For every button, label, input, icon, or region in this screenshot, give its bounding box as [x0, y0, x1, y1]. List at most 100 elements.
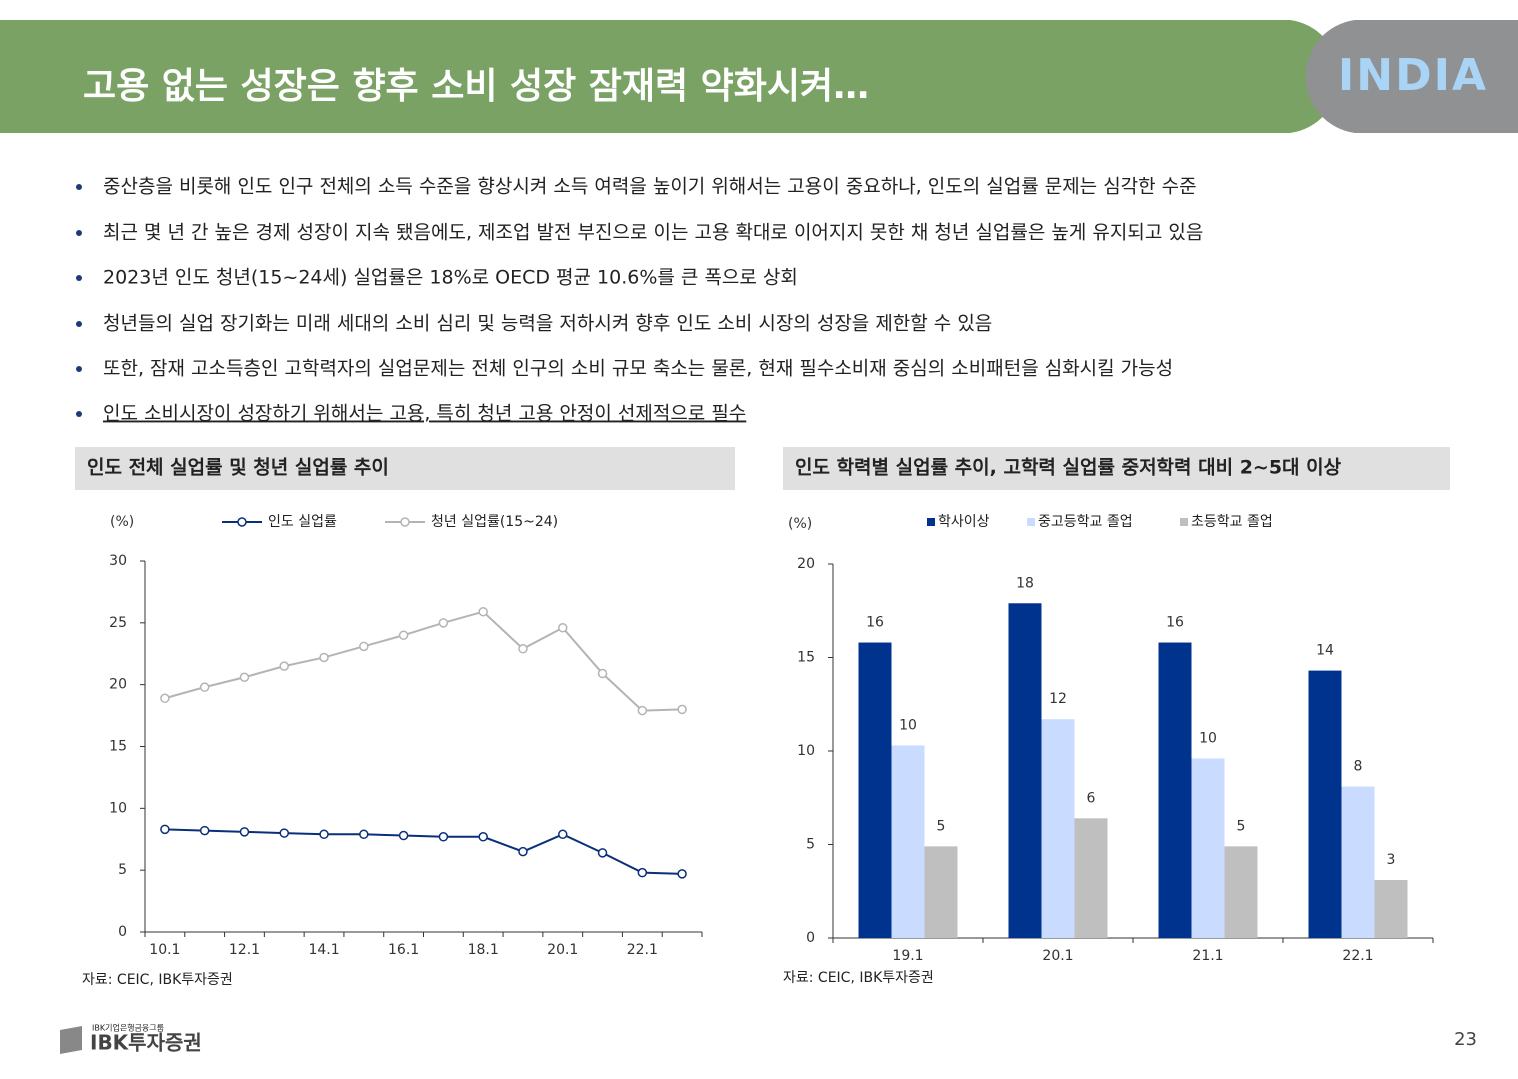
point [478, 606, 488, 617]
bar [1041, 719, 1075, 938]
series-line [164, 828, 683, 875]
point [160, 824, 170, 835]
value-label: 10 [899, 717, 917, 733]
value-label: 12 [1049, 691, 1067, 707]
point [597, 668, 608, 679]
brand-name: IBK투자증권 [90, 1031, 202, 1055]
point [398, 630, 409, 640]
x-tick-label: 14.1 [308, 942, 339, 958]
x-tick-label: 19.1 [892, 948, 923, 964]
point [438, 618, 449, 628]
bar [1224, 846, 1258, 938]
source: 자료: CEIC, IBK투자증권 [783, 970, 934, 986]
bullet-text: 인도 소비시장이 성장하기 위해서는 고용, 특히 청년 고용 안정이 선제적으… [103, 403, 746, 425]
legend-marker [237, 517, 247, 527]
bar [1158, 642, 1192, 938]
legend-swatch [927, 518, 935, 526]
value-label: 3 [1387, 852, 1396, 868]
y-tick-label: 5 [806, 837, 815, 853]
value-label: 6 [1087, 790, 1096, 806]
y-tick-label: 30 [109, 553, 127, 569]
y-tick-label: 15 [797, 650, 815, 666]
series-line [164, 610, 683, 712]
logo-text: INDIA [1338, 50, 1488, 101]
logo-band [1305, 20, 1518, 133]
legend-label: 초등학교 졸업 [1191, 514, 1273, 530]
panel-title: 인도 학력별 실업률 추이, 고학력 실업률 중저학력 대비 2~5대 이상 [795, 457, 1342, 479]
x-tick-label: 20.1 [1042, 948, 1073, 964]
value-label: 18 [1016, 575, 1034, 591]
legend-label: 학사이상 [938, 514, 990, 530]
bullet-dot [76, 411, 82, 417]
x-tick-label: 22.1 [1342, 948, 1373, 964]
page-number: 23 [1454, 1029, 1477, 1050]
y-tick-label: 5 [118, 862, 127, 878]
bullet-text: 최근 몇 년 간 높은 경제 성장이 지속 됐음에도, 제조업 발전 부진으로 … [103, 222, 1203, 244]
point [677, 704, 687, 715]
bar [858, 642, 892, 938]
bullet-dot [76, 366, 82, 372]
point [637, 705, 648, 716]
x-tick-label: 10.1 [149, 942, 180, 958]
bullet-text: 2023년 인도 청년(15~24세) 실업률은 18%로 OECD 평균 10… [103, 267, 798, 289]
y-tick-label: 10 [797, 743, 815, 759]
point [438, 832, 449, 842]
bar [1374, 880, 1408, 938]
bar [1074, 818, 1108, 938]
point [637, 867, 648, 878]
bar [891, 745, 925, 938]
brand-group: IBK기업은행금융그룹 [92, 1023, 164, 1033]
legend-swatch [1027, 518, 1035, 526]
panel-title: 인도 전체 실업률 및 청년 실업률 추이 [87, 457, 389, 479]
point [319, 652, 329, 663]
point [558, 623, 568, 633]
x-tick-label: 12.1 [229, 942, 260, 958]
bullet-dot [76, 230, 82, 236]
page-title: 고용 없는 성장은 향후 소비 성장 잠재력 약화시켜… [83, 66, 869, 107]
y-tick-label: 25 [109, 615, 127, 631]
bullet-dot [76, 184, 82, 190]
x-tick-label: 16.1 [388, 942, 419, 958]
bar [1008, 603, 1042, 938]
x-tick-label: 22.1 [627, 942, 658, 958]
x-tick-label: 18.1 [468, 942, 499, 958]
value-label: 14 [1316, 643, 1334, 659]
y-tick-label: 10 [109, 800, 127, 816]
legend-label: 인도 실업률 [268, 514, 337, 530]
y-tick-label: 20 [797, 556, 815, 572]
point [279, 828, 289, 838]
point [199, 825, 210, 836]
panel-title-box [75, 447, 735, 490]
bullet-dot [76, 275, 82, 281]
point [359, 829, 369, 840]
point [279, 661, 289, 671]
point [478, 832, 488, 842]
header-band [0, 20, 1340, 133]
bar [924, 846, 958, 938]
bullet-text: 또한, 잠재 고소득층인 고학력자의 실업문제는 전체 인구의 소비 규모 축소… [103, 358, 1173, 380]
legend-marker [400, 517, 410, 527]
bar [1308, 670, 1342, 938]
point [239, 672, 250, 682]
brand-icon [60, 1026, 82, 1054]
y-axis-label: (%) [788, 516, 812, 532]
value-label: 5 [1237, 818, 1246, 834]
value-label: 16 [866, 615, 884, 631]
point [518, 644, 528, 654]
y-axis-label: (%) [110, 514, 134, 530]
bullet-text: 중산층을 비롯해 인도 인구 전체의 소득 수준을 향상시켜 소득 여력을 높이… [103, 176, 1197, 198]
point [398, 830, 409, 841]
bar [1191, 758, 1225, 938]
y-tick-label: 15 [109, 739, 127, 755]
point [239, 827, 250, 837]
point [558, 829, 568, 840]
source: 자료: CEIC, IBK투자증권 [82, 972, 233, 988]
point [677, 869, 687, 879]
bar [1341, 786, 1375, 938]
point [359, 641, 369, 652]
bullet-dot [76, 321, 82, 327]
panel-title-box [783, 447, 1450, 490]
value-label: 8 [1354, 759, 1363, 775]
y-tick-label: 20 [109, 677, 127, 693]
